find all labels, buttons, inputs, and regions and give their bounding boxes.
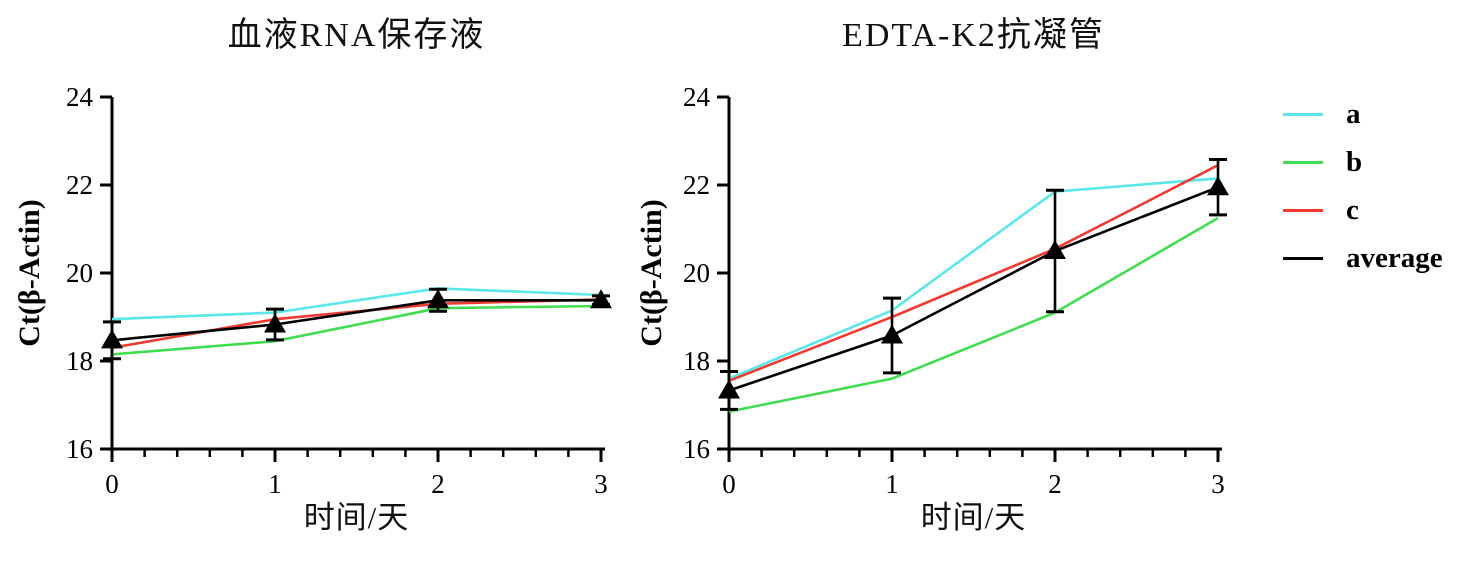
triangle-marker	[101, 329, 123, 349]
legend-label-c: c	[1346, 194, 1359, 226]
series-line-average	[111, 298, 601, 342]
y-tick-label: 22	[683, 170, 710, 200]
y-tick-label: 20	[66, 258, 93, 288]
triangle-marker	[1207, 176, 1229, 196]
legend-item-b: b	[1283, 146, 1443, 178]
x-tick-label: 0	[722, 469, 736, 499]
triangle-marker	[264, 313, 286, 333]
y-tick-label: 24	[66, 82, 94, 112]
series-line-a	[728, 177, 1219, 380]
x-tick-label: 1	[885, 469, 899, 499]
x-tick-label: 2	[431, 469, 445, 499]
chart-title-left: 血液RNA保存液	[227, 17, 486, 54]
y-tick-label: 22	[66, 170, 93, 200]
y-tick-label: 18	[66, 346, 93, 376]
x-axis-label-right: 时间/天	[920, 500, 1027, 535]
chart-right: 16 18 20 22 24 0 1 2 3	[683, 82, 1229, 499]
legend-swatch-a-icon	[1283, 113, 1323, 116]
chart-title-right: EDTA-K2抗凝管	[842, 17, 1105, 54]
error-bars-average	[720, 157, 1227, 411]
triangle-marker	[590, 289, 612, 309]
legend-swatch-b-icon	[1283, 161, 1323, 164]
triangle-marker	[427, 289, 449, 309]
triangle-marker	[1044, 240, 1066, 259]
legend-swatch-average-icon	[1283, 257, 1323, 260]
legend-item-average: average	[1283, 242, 1443, 274]
y-tick-label: 16	[66, 434, 93, 464]
series-line-a	[111, 287, 602, 321]
legend-swatch-c-icon	[1283, 209, 1323, 212]
series-line-b	[728, 216, 1219, 413]
triangle-marker	[718, 379, 740, 399]
y-axis-label-right: Ct(β-Actin)	[635, 199, 668, 347]
x-tick-label: 1	[268, 469, 282, 499]
chart-left: 16 18 20 22 24 0 1 2 3	[66, 82, 612, 499]
series-line-b	[111, 304, 602, 356]
series-line-c	[728, 164, 1219, 383]
y-tick-label: 20	[683, 258, 710, 288]
triangle-marker	[881, 324, 903, 344]
markers-average	[101, 289, 612, 349]
y-axis-label-left: Ct(β-Actin)	[13, 199, 46, 347]
x-tick-label: 3	[594, 469, 608, 499]
x-tick-label: 3	[1211, 469, 1225, 499]
x-axis-label-left: 时间/天	[303, 500, 410, 535]
markers-average	[718, 176, 1229, 399]
series-line-average	[728, 185, 1219, 392]
legend-item-c: c	[1283, 194, 1443, 226]
x-tick-label: 2	[1048, 469, 1062, 499]
legend-item-a: a	[1283, 98, 1443, 130]
legend: a b c average	[1283, 98, 1443, 274]
y-tick-label: 16	[683, 434, 710, 464]
y-tick-label: 24	[683, 82, 711, 112]
y-tick-label: 18	[683, 346, 710, 376]
legend-label-a: a	[1346, 98, 1361, 130]
legend-label-b: b	[1346, 146, 1363, 178]
x-tick-label: 0	[105, 469, 119, 499]
legend-label-average: average	[1346, 242, 1443, 274]
